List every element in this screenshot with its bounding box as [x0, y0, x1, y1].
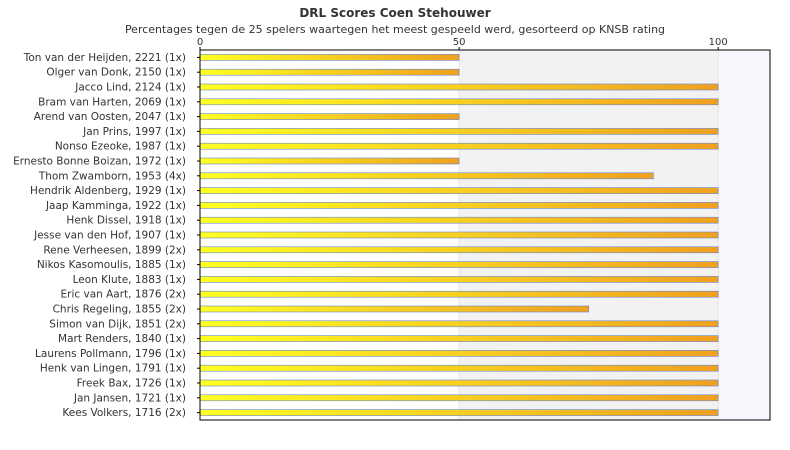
category-label: Chris Regeling, 1855 (2x): [53, 304, 186, 316]
category-label: Nonso Ezeoke, 1987 (1x): [55, 141, 186, 153]
bar: [199, 98, 719, 106]
bar: [199, 320, 719, 328]
category-label: Jan Prins, 1997 (1x): [82, 126, 186, 138]
x-tick-label: 50: [453, 37, 466, 48]
category-label: Rene Verheesen, 1899 (2x): [43, 244, 186, 256]
category-label: Simon van Dijk, 1851 (2x): [49, 318, 186, 330]
x-tick-label: 100: [709, 37, 728, 48]
bar: [199, 364, 719, 372]
plot-frame: [199, 49, 771, 421]
bar: [199, 128, 719, 135]
bar: [199, 350, 719, 357]
category-label: Hendrik Aldenberg, 1929 (1x): [30, 185, 186, 197]
category-axis: Ton van der Heijden, 2221 (1x) Olger van …: [13, 52, 200, 419]
bar: [199, 216, 719, 224]
bar: [199, 202, 719, 209]
bar: [199, 187, 719, 194]
bar: [199, 54, 460, 61]
category-label: Jacco Lind, 2124 (1x): [74, 82, 186, 94]
chart-subtitle: Percentages tegen de 25 spelers waartege…: [125, 23, 665, 36]
category-label: Freek Bax, 1726 (1x): [77, 378, 186, 390]
bar: [199, 409, 719, 416]
bar: [199, 68, 460, 76]
bar-series: [199, 54, 719, 416]
category-label: Jaap Kamminga, 1922 (1x): [45, 200, 186, 212]
category-label: Thom Zwamborn, 1953 (4x): [38, 170, 186, 182]
bar: [199, 394, 719, 402]
category-label: Olger van Donk, 2150 (1x): [46, 67, 186, 79]
bar: [199, 157, 460, 165]
category-label: Jan Jansen, 1721 (1x): [73, 392, 186, 404]
category-label: Kees Volkers, 1716 (2x): [62, 407, 186, 419]
bar: [199, 379, 719, 387]
bar: [199, 276, 719, 283]
category-label: Nikos Kasomoulis, 1885 (1x): [37, 259, 186, 271]
category-label: Leon Klute, 1883 (1x): [73, 274, 186, 286]
bar: [199, 231, 719, 239]
category-label: Henk Dissel, 1918 (1x): [66, 215, 186, 227]
plot-band: [718, 50, 770, 420]
bar: [199, 113, 460, 120]
category-label: Mart Renders, 1840 (1x): [58, 333, 186, 345]
category-label: Bram van Harten, 2069 (1x): [38, 96, 186, 108]
category-label: Ton van der Heijden, 2221 (1x): [23, 52, 186, 64]
bar: [199, 246, 719, 254]
category-label: Jesse van den Hof, 1907 (1x): [33, 230, 186, 242]
bar: [199, 290, 719, 298]
bar: [199, 305, 589, 313]
bar: [199, 83, 719, 91]
bar: [199, 172, 654, 180]
category-label: Ernesto Bonne Boizan, 1972 (1x): [13, 156, 186, 168]
bar: [199, 335, 719, 342]
category-label: Laurens Pollmann, 1796 (1x): [35, 348, 186, 360]
category-label: Henk van Lingen, 1791 (1x): [40, 363, 186, 375]
bar: [199, 261, 719, 268]
category-label: Eric van Aart, 1876 (2x): [61, 289, 187, 301]
category-label: Arend van Oosten, 2047 (1x): [34, 111, 186, 123]
x-tick-label: 0: [197, 37, 203, 48]
bar: [199, 142, 719, 150]
chart-title: DRL Scores Coen Stehouwer: [299, 6, 490, 20]
